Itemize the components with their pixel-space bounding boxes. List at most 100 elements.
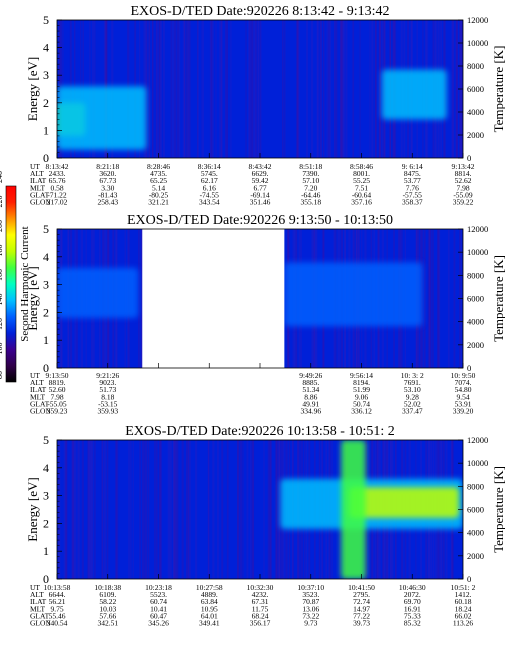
texture-streak (212, 440, 215, 579)
texture-streak (154, 440, 156, 579)
texture-streak (144, 440, 148, 579)
texture-streak (437, 229, 440, 368)
texture-streak (106, 440, 109, 579)
ephemeris-value: 69.70 (404, 597, 421, 606)
texture-streak (429, 229, 431, 368)
texture-streak (155, 20, 158, 158)
ephemeris-value: 10.95 (201, 604, 218, 613)
ephemeris-row-label: ILAT (30, 176, 47, 185)
y-tick-label: 0 (43, 361, 49, 375)
ephemeris-value: 10:13:58 (44, 583, 71, 592)
texture-streak (253, 20, 256, 158)
y-tick-label: 4 (43, 250, 49, 264)
ephemeris-row-label: MLT (30, 392, 46, 401)
ephemeris-value: 351.46 (250, 198, 271, 207)
texture-streak (207, 440, 210, 579)
texture-streak (345, 20, 348, 158)
ephemeris-value: 8:43:42 (249, 162, 272, 171)
ephemeris-value: 57.10 (302, 176, 319, 185)
ephemeris-value: 357.16 (351, 198, 372, 207)
colorbar-label: Second Harmonic Current (19, 226, 31, 341)
y2-tick-label: 6000 (467, 505, 484, 515)
ephemeris-value: 52.02 (404, 399, 421, 408)
texture-streak (221, 440, 224, 579)
ephemeris-value: 342.51 (97, 619, 118, 628)
texture-streak (159, 20, 163, 158)
ephemeris-value: 55.25 (353, 176, 370, 185)
texture-streak (220, 20, 223, 158)
texture-streak (63, 440, 66, 579)
ephemeris-value: 9:13:42 (452, 162, 475, 171)
ephemeris-value: 7074. (455, 378, 472, 387)
texture-streak (89, 440, 91, 579)
texture-streak (220, 20, 223, 158)
ephemeris-value: 65.25 (150, 176, 167, 185)
texture-streak (92, 440, 94, 579)
texture-streak (327, 20, 330, 158)
texture-streak (176, 440, 179, 579)
texture-streak (296, 20, 298, 158)
y2-tick-label: 0 (467, 574, 471, 584)
ephemeris-value: -71.22 (47, 190, 67, 199)
y-tick-label: 5 (43, 433, 49, 447)
ephemeris-row-label: GLAT (30, 190, 50, 199)
texture-streak (278, 440, 281, 579)
ephemeris-value: 6.77 (253, 183, 266, 192)
ephemeris-value: 49.91 (302, 399, 319, 408)
texture-streak (179, 20, 181, 158)
texture-streak (316, 20, 319, 158)
texture-streak (237, 440, 240, 579)
ephemeris-value: 7.51 (355, 183, 368, 192)
texture-streak (65, 440, 68, 579)
texture-streak (201, 20, 204, 158)
ephemeris-value: 9023. (99, 378, 116, 387)
texture-streak (209, 20, 212, 158)
texture-streak (251, 20, 254, 158)
ephemeris-value: 10:51: 2 (451, 583, 476, 592)
ephemeris-value: 334.96 (300, 407, 321, 416)
texture-streak (140, 229, 143, 368)
intensity-feature (57, 86, 147, 150)
panel-title: EXOS-D/TED Date:920226 10:13:58 - 10:51:… (125, 424, 394, 439)
panel-title: EXOS-D/TED Date:920226 9:13:50 - 10:13:5… (127, 213, 393, 228)
ephemeris-value: 217.02 (47, 198, 68, 207)
intensity-feature (284, 262, 423, 327)
ephemeris-value: -81.43 (98, 190, 118, 199)
ephemeris-value: 51.73 (99, 385, 116, 394)
texture-streak (371, 20, 373, 158)
ephemeris-value: 58.22 (99, 597, 116, 606)
ephemeris-value: -64.46 (301, 190, 321, 199)
ephemeris-value: 6.16 (203, 183, 216, 192)
y2-tick-label: 4000 (467, 317, 484, 327)
texture-streak (340, 20, 343, 158)
ephemeris-value: 63.84 (201, 597, 218, 606)
ephemeris-value: 349.41 (199, 619, 220, 628)
texture-streak (284, 20, 286, 158)
ephemeris-value: 340.54 (47, 619, 68, 628)
texture-streak (378, 20, 382, 158)
ephemeris-row-label: ALT (30, 169, 44, 178)
texture-streak (102, 440, 104, 579)
ephemeris-value: 8001. (353, 169, 370, 178)
y-tick-label: 4 (43, 461, 49, 475)
ephemeris-value: 10:23:18 (145, 583, 172, 592)
ephemeris-value: 60.74 (150, 597, 167, 606)
y2-tick-label: 6000 (467, 84, 484, 94)
texture-streak (326, 20, 328, 158)
ephemeris-value: 73.22 (302, 611, 319, 620)
ephemeris-value: 3620. (99, 169, 116, 178)
texture-streak (197, 20, 199, 158)
ephemeris-value: 8885. (302, 378, 319, 387)
ephemeris-value: 9.28 (406, 392, 419, 401)
texture-streak (77, 440, 80, 579)
ephemeris-value: 359.23 (47, 407, 68, 416)
texture-streak (255, 20, 258, 158)
texture-streak (115, 440, 117, 579)
texture-streak (116, 440, 119, 579)
texture-streak (187, 440, 190, 579)
ephemeris-value: 5745. (201, 169, 218, 178)
texture-streak (252, 440, 255, 579)
y-tick-label: 2 (43, 96, 49, 110)
ephemeris-value: 64.01 (201, 611, 218, 620)
texture-streak (87, 440, 90, 579)
